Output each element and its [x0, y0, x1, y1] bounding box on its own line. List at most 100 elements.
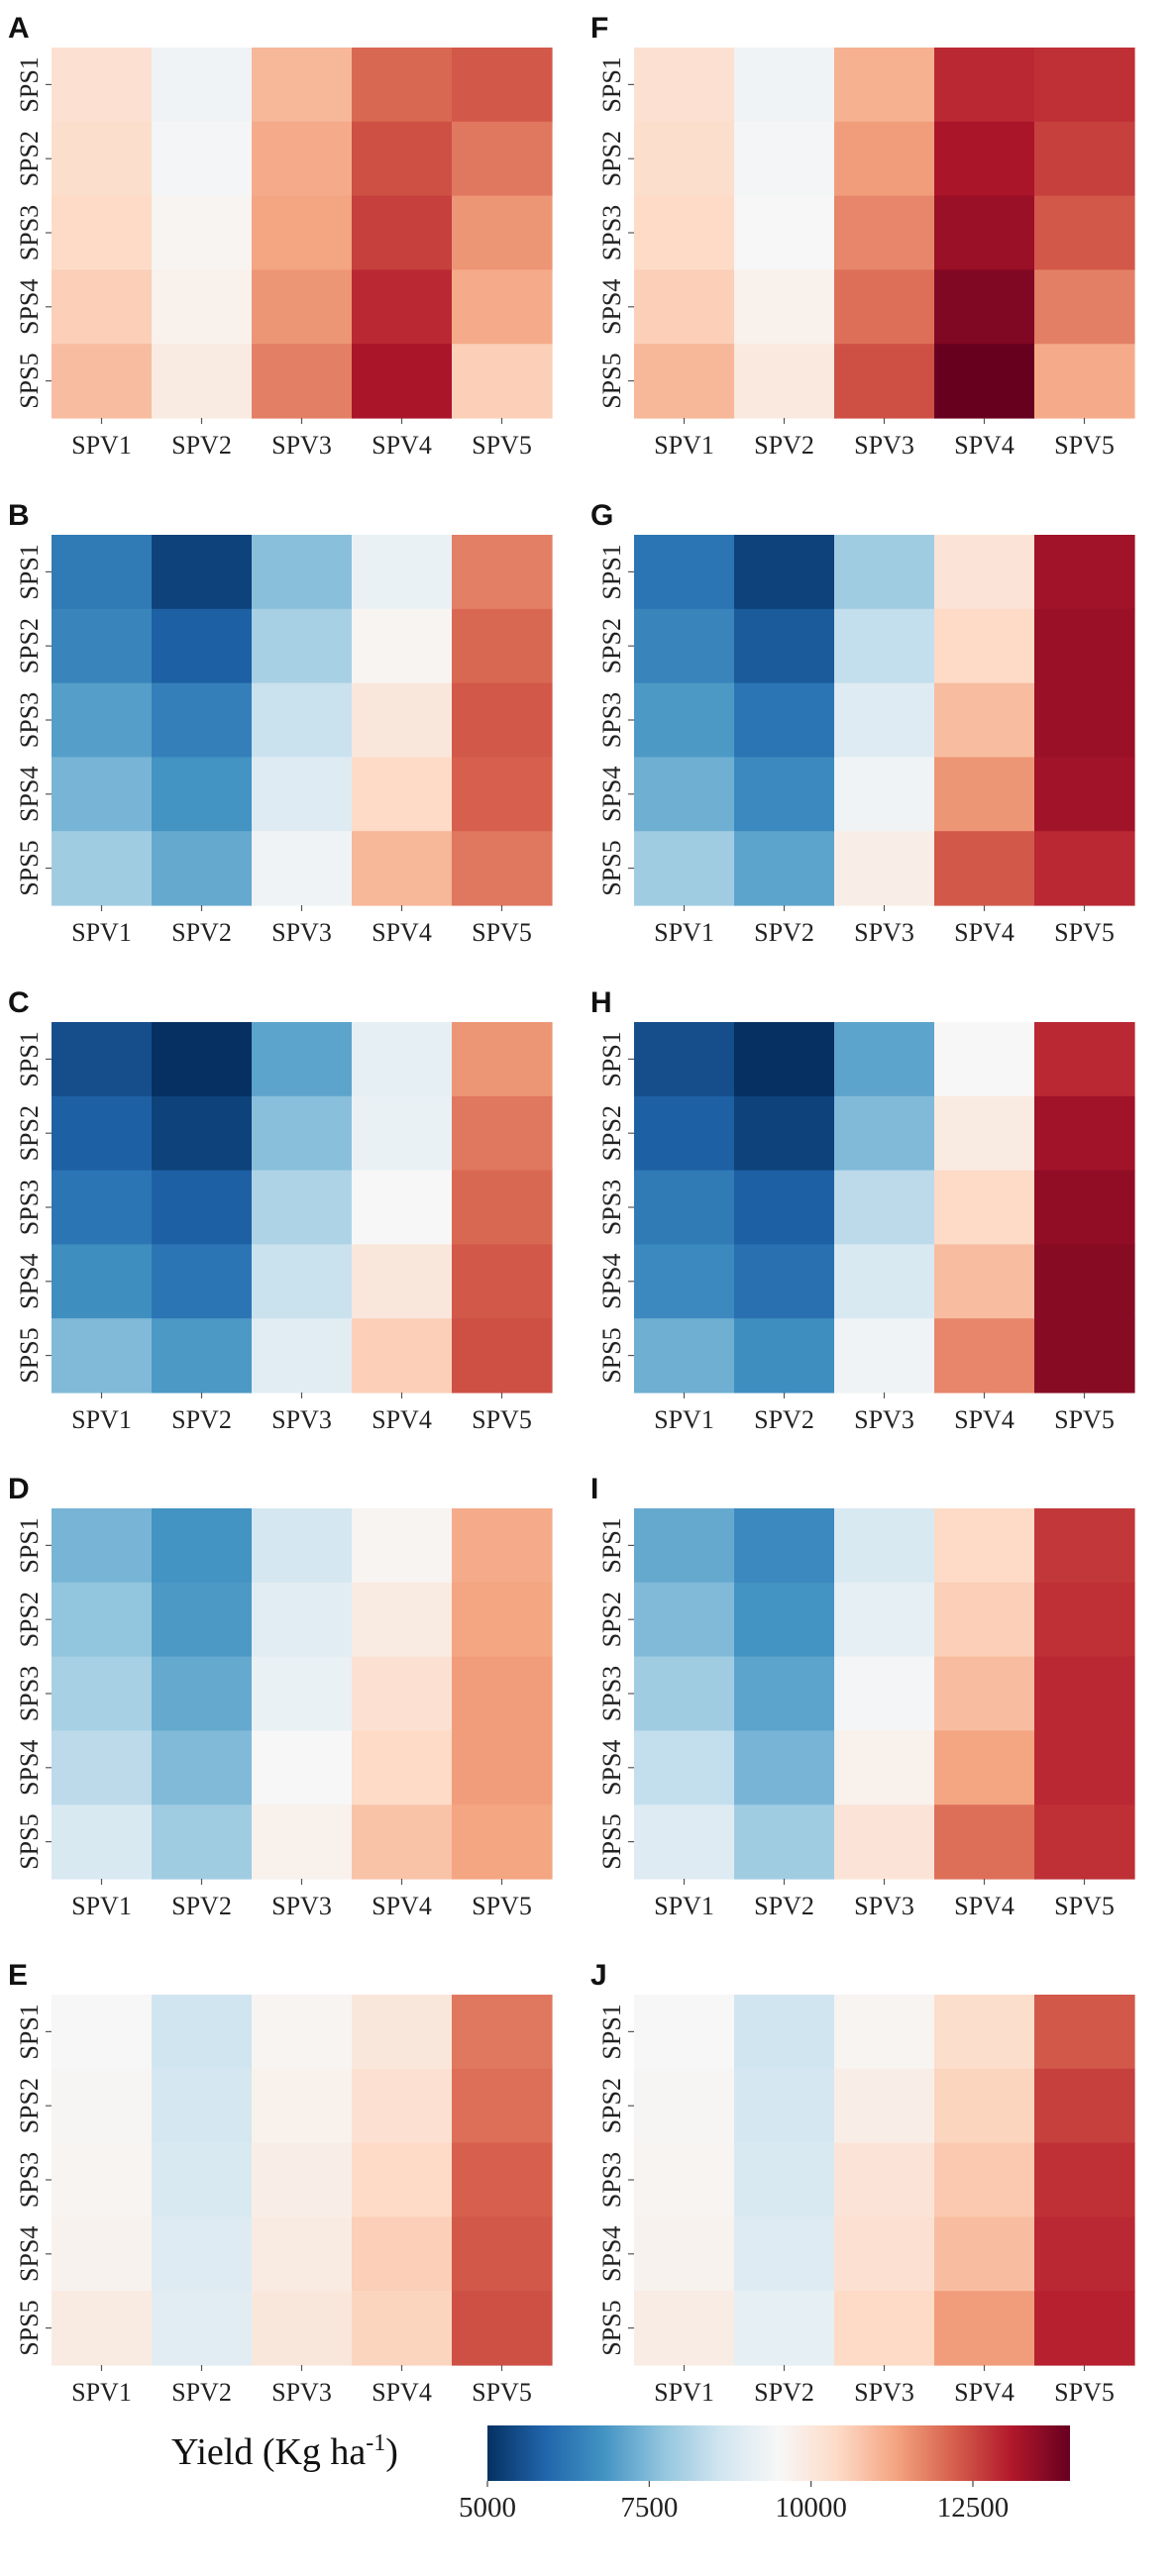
x-tick-label: SPV1 — [654, 1405, 714, 1434]
x-tick-label: SPV5 — [1054, 1405, 1115, 1434]
x-tick-label: SPV2 — [754, 2378, 814, 2407]
y-tick-label: SPS3 — [15, 2152, 44, 2208]
heatmap-cell — [934, 1804, 1035, 1880]
x-tick-label: SPV3 — [271, 1892, 332, 1920]
heatmap-cell — [834, 1318, 935, 1393]
heatmap-cell — [52, 682, 153, 758]
y-tick-label: SPS4 — [597, 279, 626, 335]
heatmap-cell — [634, 1582, 735, 1658]
heatmap-cell — [452, 1804, 553, 1880]
heatmap-cell — [152, 2142, 253, 2217]
heatmap-cell — [734, 1730, 835, 1805]
heatmap-cell — [452, 535, 553, 610]
heatmap-cell — [1034, 757, 1135, 832]
heatmap-cell — [634, 269, 735, 345]
heatmap-cell — [52, 535, 153, 610]
heatmap-cell — [734, 1582, 835, 1658]
x-tick-label: SPV1 — [71, 918, 132, 947]
y-tick-label: SPS5 — [597, 840, 626, 895]
heatmap-cell — [252, 121, 353, 197]
heatmap-cell — [52, 1244, 153, 1319]
heatmap-cell — [734, 1995, 835, 2070]
heatmap-cell — [352, 121, 453, 197]
heatmap-cell — [352, 195, 453, 270]
heatmap-cell — [152, 195, 253, 270]
y-tick-label: SPS4 — [15, 767, 44, 822]
heatmap-cell — [252, 1022, 353, 1097]
heatmap-cell — [352, 344, 453, 419]
heatmap-cell — [452, 1582, 553, 1658]
colorbar-tick-label: 12500 — [937, 2492, 1010, 2524]
x-tick-label: SPV4 — [954, 431, 1014, 460]
heatmap-cell — [452, 1656, 553, 1731]
heatmap-cell — [252, 2216, 353, 2292]
heatmap-cell — [834, 1022, 935, 1097]
heatmap-cell — [52, 757, 153, 832]
x-tick-label: SPV1 — [71, 1405, 132, 1434]
heatmap-cell — [934, 2142, 1035, 2217]
heatmap-cell — [1034, 1095, 1135, 1172]
x-tick-label: SPV5 — [472, 1892, 532, 1920]
heatmap-cell — [52, 48, 153, 123]
heatmap-cell — [634, 831, 735, 906]
heatmap-cell — [634, 1318, 735, 1393]
heatmap-cell — [934, 831, 1035, 906]
heatmap-cell — [634, 48, 735, 123]
heatmap-cell — [934, 1582, 1035, 1658]
heatmap-cell — [834, 1244, 935, 1319]
heatmap-cell — [252, 1995, 353, 2070]
heatmap-cell — [834, 344, 935, 419]
heatmap-cell — [634, 1804, 735, 1880]
heatmap-cell — [1034, 1508, 1135, 1584]
heatmap-cell — [452, 195, 553, 270]
heatmap-cell — [634, 1995, 735, 2070]
heatmap-cell — [252, 269, 353, 345]
heatmap-cell — [452, 2142, 553, 2217]
heatmap-cell — [934, 608, 1035, 684]
x-tick-label: SPV4 — [372, 2378, 432, 2407]
heatmap-cell — [1034, 2068, 1135, 2144]
heatmap-cell — [734, 1318, 835, 1393]
heatmap-cell — [1034, 344, 1135, 419]
heatmap-cell — [1034, 195, 1135, 270]
heatmap-cell — [252, 1170, 353, 1245]
heatmap-cell — [352, 1022, 453, 1097]
heatmap-cell — [634, 121, 735, 197]
heatmap-cell — [734, 2216, 835, 2292]
heatmap-cell — [352, 1318, 453, 1393]
heatmap-cell — [834, 1582, 935, 1658]
heatmap-cell — [452, 1508, 553, 1584]
heatmap-cell — [52, 1170, 153, 1245]
panel-label: C — [8, 986, 30, 1019]
y-tick-label: SPS3 — [597, 205, 626, 260]
heatmap-cell — [252, 1730, 353, 1805]
heatmap-cell — [934, 48, 1035, 123]
heatmap-cell — [734, 269, 835, 345]
panel-label: G — [590, 499, 613, 532]
x-tick-label: SPV2 — [754, 1405, 814, 1434]
heatmap-cell — [52, 1318, 153, 1393]
x-tick-label: SPV1 — [71, 1892, 132, 1920]
panel-label: H — [590, 986, 612, 1019]
heatmap-cell — [152, 1995, 253, 2070]
heatmap-cell — [352, 608, 453, 684]
heatmap-cell — [452, 831, 553, 906]
x-tick-label: SPV2 — [754, 918, 814, 947]
heatmap-cell — [1034, 1730, 1135, 1805]
x-tick-label: SPV4 — [372, 431, 432, 460]
y-tick-label: SPS2 — [597, 1105, 626, 1161]
heatmap-cell — [734, 121, 835, 197]
heatmap-cell — [52, 1656, 153, 1731]
panel-C: C SPV1 SPV2 SPV3 SPV4 SPV5 SPS1 SPS2 SPS3 SPS4 SPS… — [8, 986, 553, 1434]
heatmap-cell — [252, 1656, 353, 1731]
heatmap-cell — [52, 608, 153, 684]
panel-label: A — [8, 12, 30, 45]
heatmap-cell — [252, 195, 353, 270]
heatmap-cell — [152, 831, 253, 906]
heatmap-cell — [834, 2291, 935, 2366]
heatmap-cell — [452, 2291, 553, 2366]
heatmap-cell — [634, 2068, 735, 2144]
y-tick-label: SPS1 — [15, 56, 44, 112]
heatmap-cell — [152, 48, 253, 123]
x-tick-label: SPV5 — [1054, 431, 1115, 460]
